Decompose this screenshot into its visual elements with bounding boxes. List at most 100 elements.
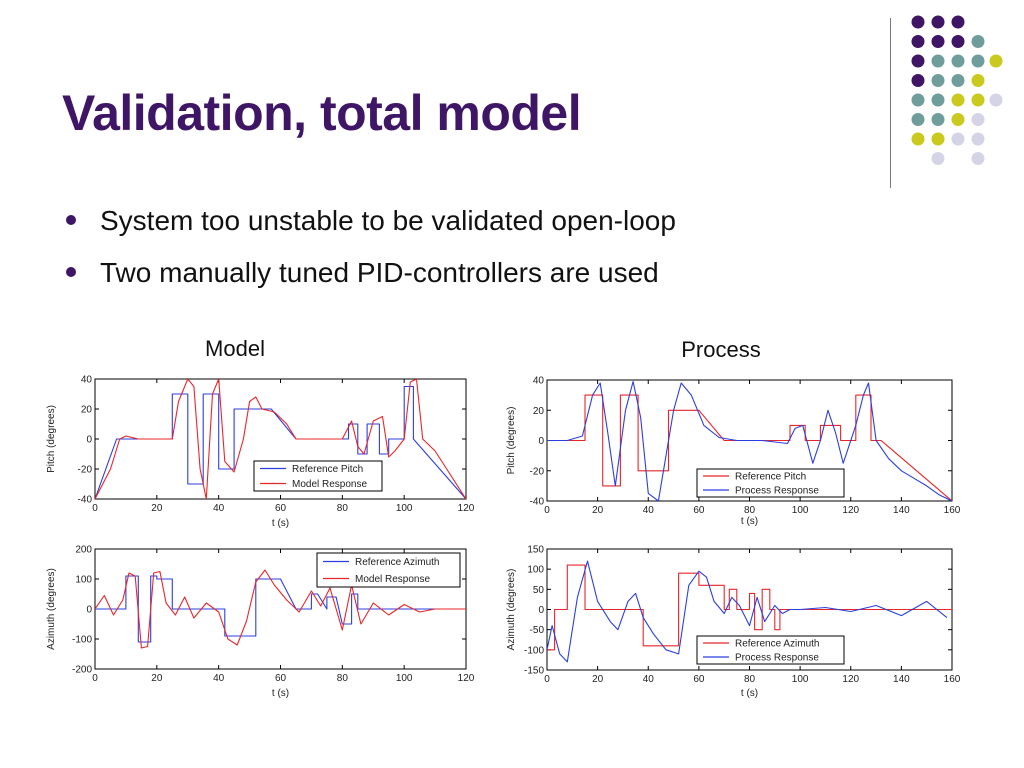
decor-dot: [951, 132, 965, 146]
decor-dot: [951, 35, 965, 48]
decor-dot: [931, 93, 945, 107]
x-tick-label: 60: [693, 674, 705, 685]
bullet-text: Two manually tuned PID-controllers are u…: [100, 257, 659, 288]
decor-dot: [931, 152, 945, 165]
y-tick-label: -150: [524, 666, 544, 677]
process-azimuth-chart: 0 20 40 60 80 100 120 140 160 -150 -100 -50 0 50 100 15…: [500, 540, 970, 704]
x-tick-label: 100: [792, 505, 809, 516]
x-tick-label: 100: [396, 673, 413, 684]
x-tick-label: 40: [643, 505, 655, 516]
x-tick-label: 120: [458, 673, 475, 684]
x-tick-label: 120: [842, 505, 859, 516]
series-line: [547, 380, 952, 501]
y-tick-label: 40: [81, 375, 93, 386]
decor-dot: [971, 93, 985, 107]
x-tick-label: 120: [458, 503, 475, 514]
legend-label: Process Response: [735, 653, 819, 664]
x-axis-label: t (s): [741, 688, 758, 699]
bullet-dot-icon: [66, 215, 76, 225]
decor-dot: [911, 35, 925, 48]
decor-dot: [931, 15, 945, 29]
series-line: [547, 560, 948, 663]
decor-dot: [971, 132, 985, 146]
decor-dot: [931, 35, 945, 48]
y-tick-label: -100: [524, 645, 544, 656]
legend-label: Process Response: [735, 486, 819, 497]
decorative-dot-grid: [911, 15, 1003, 165]
process-pitch-chart: 0 20 40 60 80 100 120 140 160 -40 -20 0 20 40 t (s) Pit…: [500, 370, 970, 530]
y-axis-label: Azimuth (degrees): [506, 569, 517, 651]
y-tick-label: 200: [75, 545, 92, 556]
y-tick-label: 20: [81, 405, 93, 416]
decor-dot: [951, 54, 965, 68]
decor-dot: [971, 113, 985, 126]
x-tick-label: 40: [643, 674, 655, 685]
decor-dot: [931, 54, 945, 68]
decor-dot: [971, 152, 985, 165]
x-tick-label: 80: [337, 673, 349, 684]
x-tick-label: 80: [744, 505, 756, 516]
x-tick-label: 40: [213, 673, 225, 684]
y-tick-label: -40: [530, 497, 545, 508]
x-tick-label: 0: [544, 505, 550, 516]
x-tick-label: 160: [944, 505, 961, 516]
model-heading: Model: [205, 336, 265, 361]
x-tick-label: 20: [592, 674, 604, 685]
x-tick-label: 0: [92, 503, 98, 514]
x-tick-label: 100: [396, 503, 413, 514]
decor-dot: [951, 113, 965, 126]
legend-label: Model Response: [292, 479, 367, 490]
y-axis-label: Azimuth (degrees): [46, 568, 57, 650]
x-tick-label: 140: [893, 674, 910, 685]
y-tick-label: -50: [530, 625, 545, 636]
y-tick-label: 50: [533, 585, 545, 596]
decor-dot: [951, 15, 965, 29]
decor-dot: [951, 93, 965, 107]
y-tick-label: -20: [530, 466, 545, 477]
decor-dot: [989, 93, 1003, 107]
x-tick-label: 160: [944, 674, 961, 685]
decor-dot: [971, 74, 985, 87]
y-tick-label: 0: [86, 605, 92, 616]
y-tick-label: 40: [533, 376, 545, 387]
x-tick-label: 100: [792, 674, 809, 685]
decor-dot: [911, 54, 925, 68]
bullet-item: System too unstable to be validated open…: [62, 200, 676, 252]
series-line: [95, 569, 466, 649]
x-tick-label: 140: [893, 505, 910, 516]
x-axis-label: t (s): [272, 688, 289, 699]
process-heading: Process: [681, 337, 761, 362]
model-azimuth-chart: 0 20 40 60 80 100 120 -200 -100 0 100 200 t (s) Azimu…: [40, 540, 480, 704]
bullet-item: Two manually tuned PID-controllers are u…: [62, 252, 676, 304]
decor-dot: [911, 113, 925, 126]
y-tick-label: 100: [75, 575, 92, 586]
x-tick-label: 0: [92, 673, 98, 684]
legend-box: [696, 635, 845, 665]
decor-dot: [931, 74, 945, 87]
bullet-dot-icon: [66, 267, 76, 277]
series-line: [547, 564, 952, 651]
decor-dot: [971, 35, 985, 48]
decor-dot: [911, 15, 925, 29]
y-tick-label: 20: [533, 406, 545, 417]
x-tick-label: 60: [275, 673, 287, 684]
y-tick-label: -200: [72, 665, 92, 676]
x-tick-label: 60: [693, 505, 705, 516]
x-axis-label: t (s): [741, 516, 758, 527]
x-tick-label: 20: [151, 503, 163, 514]
bullet-text: System too unstable to be validated open…: [100, 205, 676, 236]
legend-box: [696, 468, 845, 498]
slide-title: Validation, total model: [62, 85, 582, 141]
x-tick-label: 80: [744, 674, 756, 685]
legend-label: Reference Pitch: [292, 464, 363, 475]
decor-dot: [971, 54, 985, 68]
y-tick-label: 0: [86, 435, 92, 446]
y-tick-label: -20: [78, 465, 93, 476]
legend-label: Model Response: [355, 574, 430, 585]
y-tick-label: -100: [72, 635, 92, 646]
x-tick-label: 0: [544, 674, 550, 685]
legend-label: Reference Azimuth: [735, 639, 820, 650]
y-axis-label: Pitch (degrees): [46, 405, 57, 473]
y-tick-label: 150: [527, 545, 544, 556]
y-tick-label: 0: [538, 605, 544, 616]
